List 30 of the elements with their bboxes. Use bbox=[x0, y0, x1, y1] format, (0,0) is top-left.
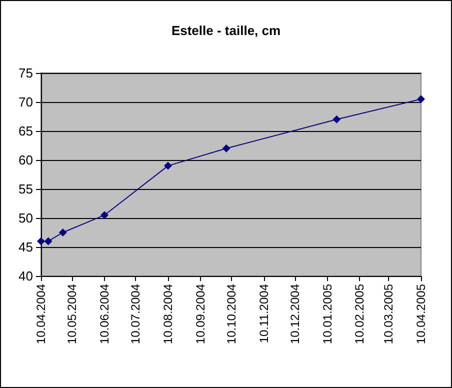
y-tick-label: 60 bbox=[18, 152, 33, 168]
x-tick-label: 10.05.2004 bbox=[65, 284, 80, 344]
point bbox=[164, 162, 172, 170]
x-tick-label: 10.06.2004 bbox=[98, 284, 112, 344]
y-tick-label: 70 bbox=[18, 94, 33, 110]
x-tick-label: 10.01.2005 bbox=[320, 284, 334, 344]
chart-title: Estelle - taille, cm bbox=[171, 23, 281, 38]
point bbox=[44, 237, 52, 246]
x-tick-label: 10.07.2004 bbox=[128, 284, 143, 344]
point bbox=[332, 115, 341, 124]
x-tick-label: 10.12.2004 bbox=[288, 284, 302, 344]
x-tick-label: 10.11.2004 bbox=[256, 284, 271, 344]
y-tick-label: 40 bbox=[18, 268, 33, 284]
x-tick-label: 10.04.2004 bbox=[34, 284, 48, 344]
y-tick-label: 55 bbox=[18, 182, 33, 196]
y-tick-label: 65 bbox=[18, 124, 33, 138]
x-tick-label: 10.08.2004 bbox=[161, 284, 176, 344]
y-tick-label: 45 bbox=[18, 240, 33, 254]
point bbox=[100, 211, 109, 220]
point bbox=[222, 144, 230, 152]
x-tick-label: 10.03.2005 bbox=[382, 284, 396, 344]
point bbox=[417, 95, 425, 104]
point bbox=[58, 228, 67, 236]
x-tick-label: 10.09.2004 bbox=[193, 284, 208, 344]
point bbox=[37, 237, 45, 246]
x-tick-label: 10.02.2005 bbox=[352, 284, 367, 344]
y-tick-label: 50 bbox=[18, 210, 33, 226]
x-tick-label: 10.10.2004 bbox=[224, 284, 239, 344]
y-tick-label: 75 bbox=[18, 66, 33, 80]
x-tick-label: 10.04.2005 bbox=[414, 284, 428, 344]
